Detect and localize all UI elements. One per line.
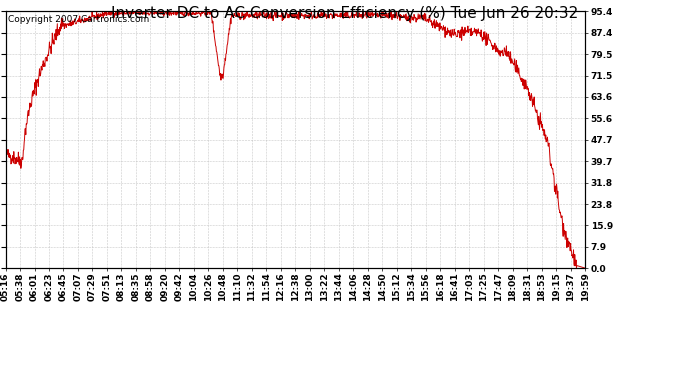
Text: Copyright 2007 Cartronics.com: Copyright 2007 Cartronics.com xyxy=(8,15,150,24)
Text: Inverter DC to AC Conversion Efficiency (%) Tue Jun 26 20:32: Inverter DC to AC Conversion Efficiency … xyxy=(111,6,579,21)
